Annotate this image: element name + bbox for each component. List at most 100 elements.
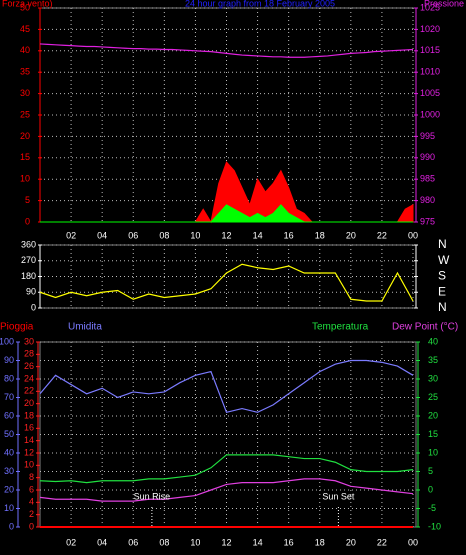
y2-tick-label: 980 xyxy=(420,195,435,205)
y2-tick-label: 10 xyxy=(428,447,438,457)
y3-tick-label: 90 xyxy=(4,355,14,365)
y-tick-label: 12 xyxy=(24,447,34,457)
y-tick-label: 28 xyxy=(24,349,34,359)
x-tick-label: 04 xyxy=(97,230,107,240)
y2-tick-label: 5 xyxy=(428,466,433,476)
y2-tick-label: E xyxy=(438,284,446,298)
y-tick-label: 8 xyxy=(29,472,34,482)
y2-tick-label: -10 xyxy=(428,521,441,531)
y3-tick-label: 20 xyxy=(4,484,14,494)
line xyxy=(39,454,414,484)
y-tick-label: 30 xyxy=(20,88,30,98)
y-axis-label: Forza vento) xyxy=(2,0,53,8)
x-tick-label: 14 xyxy=(253,230,263,240)
y-tick-label: 180 xyxy=(21,271,36,281)
y-tick-label: 10 xyxy=(20,174,30,184)
y-tick-label: 20 xyxy=(24,398,34,408)
y3-tick-label: 80 xyxy=(4,373,14,383)
y3-tick-label: 70 xyxy=(4,392,14,402)
y2-tick-label: 20 xyxy=(428,410,438,420)
x-tick-label: 14 xyxy=(253,537,263,547)
y2-tick-label: 1010 xyxy=(420,67,440,77)
y2-tick-label: 1025 xyxy=(420,2,440,12)
y-tick-label: 30 xyxy=(24,336,34,346)
y3-tick-label: 100 xyxy=(0,336,14,346)
y-tick-label: 26 xyxy=(24,361,34,371)
annotation-label: Sun Set xyxy=(322,491,355,501)
y-tick-label: 18 xyxy=(24,410,34,420)
y3-tick-label: 50 xyxy=(4,429,14,439)
y-tick-label: 45 xyxy=(20,24,30,34)
y-tick-label: 35 xyxy=(20,67,30,77)
y2-tick-label: 1020 xyxy=(420,24,440,34)
y-tick-label: 90 xyxy=(26,287,36,297)
chart-title: 24 hour graph from 18 February 2005 xyxy=(185,0,335,8)
y2-tick-label: 1015 xyxy=(420,45,440,55)
y-tick-label: 14 xyxy=(24,435,34,445)
x-tick-label: 12 xyxy=(221,537,231,547)
y2-tick-label: 995 xyxy=(420,131,435,141)
y2-tick-label: 1005 xyxy=(420,88,440,98)
x-tick-label: 00 xyxy=(408,537,418,547)
y2-tick-label: 35 xyxy=(428,355,438,365)
line xyxy=(39,43,414,58)
y-tick-label: 25 xyxy=(20,109,30,119)
y-tick-label: 50 xyxy=(20,2,30,12)
y-tick-label: 4 xyxy=(29,497,34,507)
y-tick-label: 0 xyxy=(29,521,34,531)
y3-tick-label: 30 xyxy=(4,466,14,476)
y2-tick-label: 40 xyxy=(428,336,438,346)
y2-tick-label: -5 xyxy=(428,503,436,513)
y2-tick-label: 1000 xyxy=(420,109,440,119)
x-tick-label: 08 xyxy=(159,537,169,547)
x-tick-label: 06 xyxy=(128,230,138,240)
y2-tick-label: 0 xyxy=(428,484,433,494)
legend-label: Umidita xyxy=(68,322,102,333)
y-tick-label: 360 xyxy=(21,239,36,249)
legend-label: Temperatura xyxy=(312,322,369,333)
y2-tick-label: W xyxy=(438,253,450,267)
y-tick-label: 0 xyxy=(31,302,36,312)
y3-tick-label: 0 xyxy=(9,521,14,531)
y2-tick-label: 985 xyxy=(420,174,435,184)
x-tick-label: 10 xyxy=(190,230,200,240)
x-tick-label: 06 xyxy=(128,537,138,547)
y2-axis-label: Pressione xyxy=(424,0,464,8)
x-tick-label: 16 xyxy=(284,537,294,547)
annotation-label: Sun Rise xyxy=(134,491,171,501)
y2-tick-label: S xyxy=(438,269,446,283)
x-tick-label: 16 xyxy=(284,230,294,240)
x-tick-label: 08 xyxy=(159,230,169,240)
y-tick-label: 5 xyxy=(25,195,30,205)
x-tick-label: 22 xyxy=(377,537,387,547)
y-tick-label: 22 xyxy=(24,386,34,396)
x-tick-label: 20 xyxy=(346,537,356,547)
legend-label: Pioggia xyxy=(0,322,34,333)
y3-tick-label: 10 xyxy=(4,503,14,513)
y-tick-label: 24 xyxy=(24,373,34,383)
x-tick-label: 04 xyxy=(97,537,107,547)
area xyxy=(40,204,413,223)
x-tick-label: 12 xyxy=(221,230,231,240)
y2-tick-label: 25 xyxy=(428,392,438,402)
x-tick-label: 20 xyxy=(346,230,356,240)
line xyxy=(39,478,414,502)
y2-tick-label: 30 xyxy=(428,373,438,383)
x-tick-label: 02 xyxy=(66,537,76,547)
y-tick-label: 0 xyxy=(25,216,30,226)
line xyxy=(39,359,414,414)
y-tick-label: 16 xyxy=(24,423,34,433)
y-tick-label: 20 xyxy=(20,131,30,141)
y3-tick-label: 40 xyxy=(4,447,14,457)
y2-tick-label: N xyxy=(438,237,447,251)
y-tick-label: 2 xyxy=(29,509,34,519)
y-tick-label: 10 xyxy=(24,460,34,470)
y2-tick-label: 15 xyxy=(428,429,438,439)
y3-tick-label: 60 xyxy=(4,410,14,420)
y-tick-label: 15 xyxy=(20,152,30,162)
x-tick-label: 02 xyxy=(66,230,76,240)
y2-tick-label: 990 xyxy=(420,152,435,162)
